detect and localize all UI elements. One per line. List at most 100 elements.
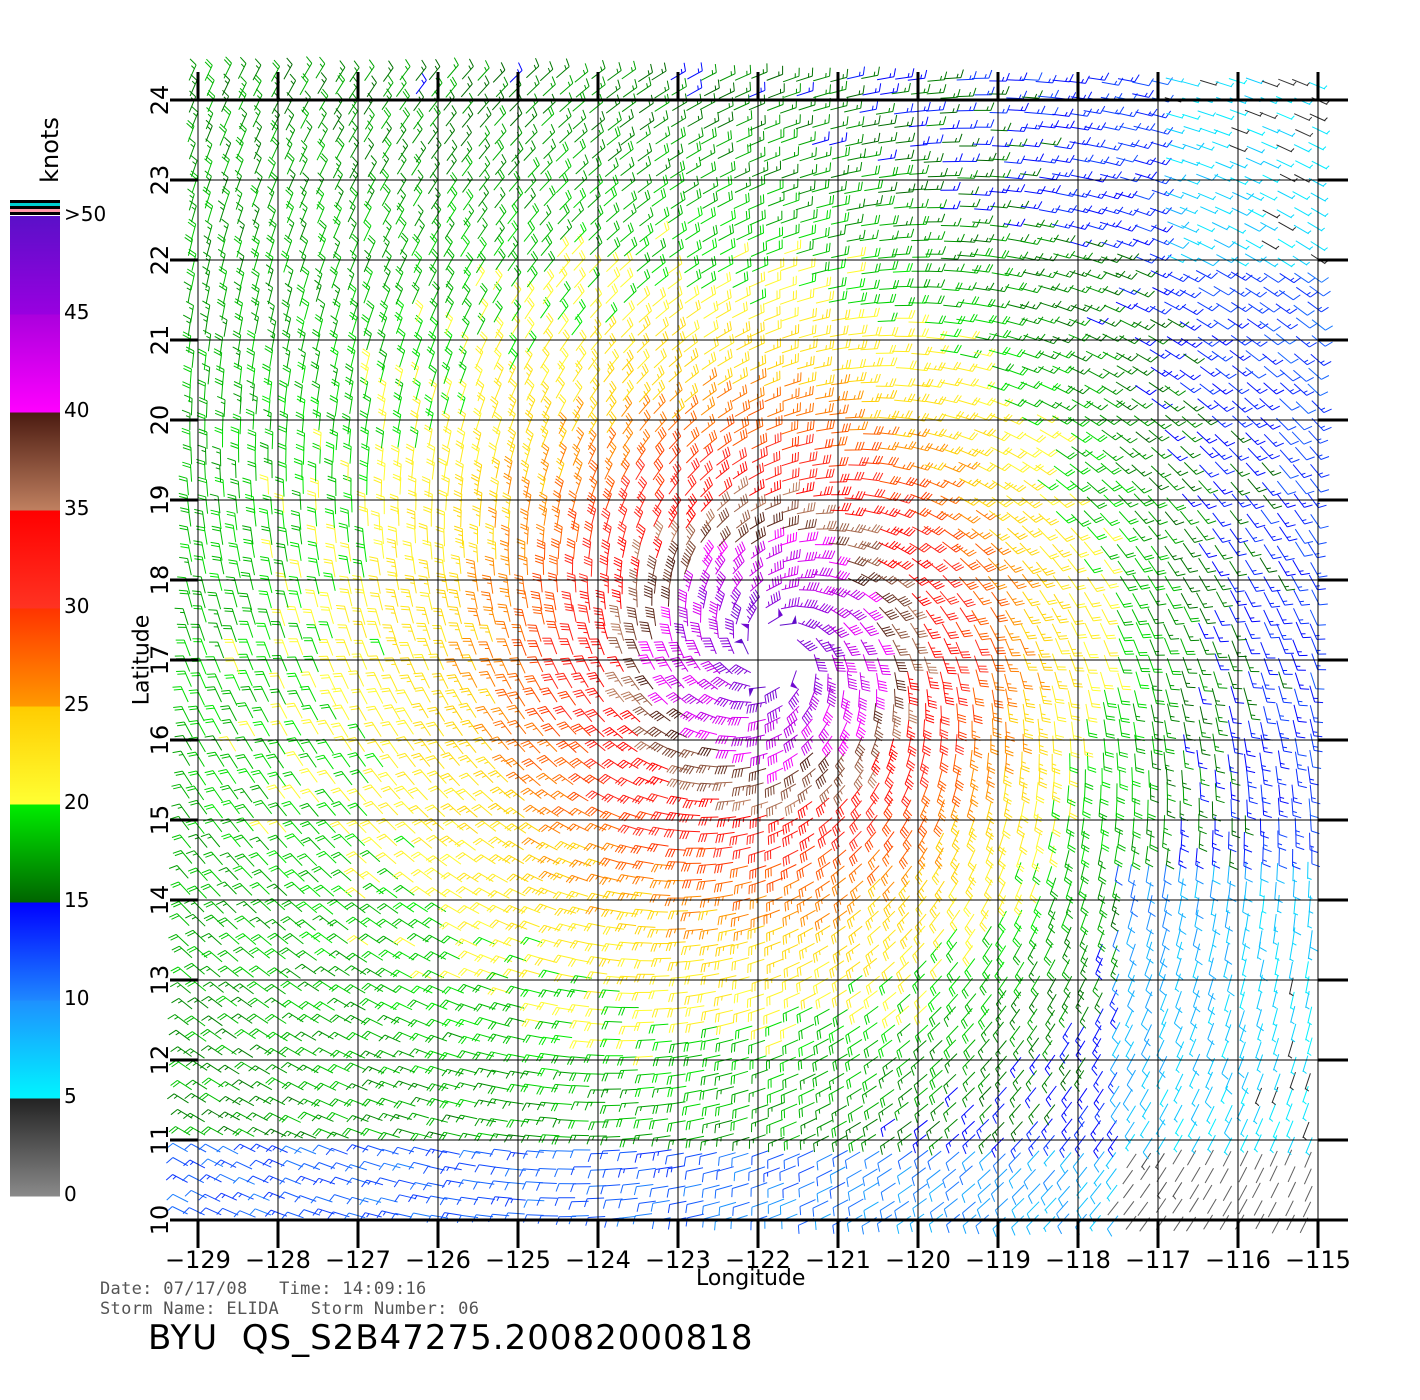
wind-barb <box>1159 993 1167 1010</box>
wind-barb <box>702 1008 720 1013</box>
wind-barb <box>1181 225 1198 233</box>
wind-barb <box>1199 736 1203 754</box>
wind-barb <box>1291 798 1294 816</box>
wind-barb <box>260 721 270 737</box>
wind-barb <box>828 189 846 194</box>
wind-barb <box>1043 1134 1055 1149</box>
wind-barb <box>510 1070 528 1075</box>
wind-barb <box>875 111 893 115</box>
wind-barb <box>1111 973 1120 990</box>
wind-barb <box>1187 1121 1197 1137</box>
wind-barb <box>237 1191 254 1200</box>
wind-barb <box>1159 945 1166 963</box>
wind-barb <box>1182 143 1199 151</box>
wind-barb <box>1162 830 1165 848</box>
wind-barb <box>686 101 702 112</box>
wind-barb <box>1260 734 1265 752</box>
wind-barb <box>594 672 605 688</box>
wind-barb <box>1310 733 1315 751</box>
wind-barb <box>494 227 505 243</box>
wind-barb <box>1285 1200 1294 1217</box>
wind-barb <box>1196 658 1204 675</box>
wind-barb <box>335 191 344 208</box>
wind-barb <box>1167 255 1184 264</box>
wind-barb <box>588 1216 606 1218</box>
wind-barb <box>1028 1037 1040 1052</box>
wind-barb <box>733 102 750 111</box>
wind-barb <box>686 87 703 97</box>
wind-barb <box>559 100 573 113</box>
wind-barb <box>1027 943 1037 959</box>
wind-barb <box>882 1057 897 1068</box>
wind-barb <box>366 967 382 978</box>
wind-barb <box>1278 671 1285 688</box>
wind-barb <box>1304 1151 1312 1168</box>
wind-barb <box>351 1196 369 1203</box>
wind-barb <box>1198 480 1211 494</box>
wind-barb <box>1230 463 1243 477</box>
wind-barb <box>444 1212 462 1216</box>
wind-barb <box>1163 400 1179 412</box>
wind-barb <box>1199 464 1212 478</box>
wind-barb <box>572 605 577 622</box>
wind-barb <box>922 734 926 752</box>
wind-barb <box>734 184 751 193</box>
wind-barb <box>332 162 342 179</box>
wind-barb <box>703 120 720 129</box>
wind-barb <box>816 1185 833 1195</box>
wind-barb <box>1139 1183 1151 1199</box>
wind-barb <box>208 996 223 1008</box>
wind-barb <box>274 883 288 896</box>
wind-barb <box>634 891 652 895</box>
wind-barb <box>255 1095 272 1105</box>
wind-barb <box>368 1066 385 1074</box>
wind-barb <box>1135 431 1150 443</box>
wind-barb <box>782 1182 799 1190</box>
wind-barb <box>961 1120 975 1134</box>
wind-barb <box>862 1168 878 1179</box>
wind-barb <box>351 965 367 976</box>
wind-barb <box>415 225 425 241</box>
wind-barb <box>539 1149 557 1152</box>
wind-barb <box>1037 160 1055 164</box>
wind-barb <box>189 1112 205 1123</box>
wind-barb <box>1245 272 1261 283</box>
wind-barb <box>1302 1201 1312 1218</box>
wind-barb <box>1227 318 1243 329</box>
wind-barb <box>207 334 212 352</box>
wind-barb <box>1258 930 1263 948</box>
wind-barb <box>1182 113 1199 120</box>
wind-barb <box>1275 766 1279 784</box>
wind-barb <box>431 1097 449 1104</box>
wind-barb <box>1278 575 1288 591</box>
wind-barb <box>1128 864 1133 882</box>
wind-barb <box>748 1166 766 1173</box>
wind-barb <box>1305 1023 1311 1041</box>
wind-barb <box>1129 943 1136 961</box>
wind-barb <box>620 1197 638 1201</box>
wind-barb <box>1167 463 1181 476</box>
wind-barb <box>1087 689 1093 707</box>
wind-barb <box>1228 225 1244 234</box>
wind-barb <box>1143 1024 1152 1041</box>
wind-barb <box>1239 1041 1246 1059</box>
wind-barb <box>1178 896 1183 914</box>
wind-barb <box>458 1162 476 1167</box>
wind-barb <box>843 170 861 175</box>
wind-barb <box>321 947 336 959</box>
wind-barb <box>284 1191 301 1199</box>
wind-barb <box>1044 1104 1056 1119</box>
wind-barb <box>300 1175 317 1183</box>
wind-barb <box>1245 527 1256 543</box>
wind-barb <box>1292 927 1296 945</box>
wind-barb <box>977 1169 991 1182</box>
wind-barb <box>1246 768 1249 786</box>
wind-barb <box>1207 1022 1215 1040</box>
wind-barb <box>1194 943 1201 961</box>
wind-barb <box>476 208 488 223</box>
wind-barb <box>1107 1215 1119 1230</box>
wind-barb <box>1311 160 1328 170</box>
wind-barb <box>1126 1053 1136 1070</box>
wind-barb <box>188 1207 205 1216</box>
wind-barb <box>575 162 589 175</box>
